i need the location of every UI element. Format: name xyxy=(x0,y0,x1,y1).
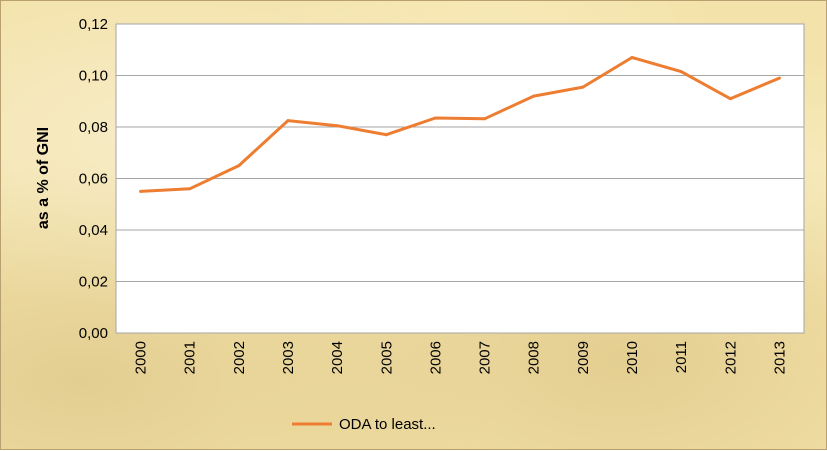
y-tick-label: 0,02 xyxy=(79,274,108,291)
y-tick-label: 0,08 xyxy=(79,119,108,136)
x-tick-label: 2011 xyxy=(673,341,690,373)
y-tick-label: 0,00 xyxy=(79,325,108,342)
x-tick-label: 2009 xyxy=(575,341,592,374)
x-tick-label: 2004 xyxy=(329,341,346,374)
legend-label: ODA to least... xyxy=(339,416,436,433)
data-point xyxy=(335,124,339,128)
y-tick-label: 0,12 xyxy=(79,16,108,33)
x-tick-label: 2013 xyxy=(771,341,788,374)
y-tick-label: 0,10 xyxy=(79,68,108,85)
x-tick-label: 2010 xyxy=(624,341,641,374)
data-point xyxy=(532,94,536,98)
series-line xyxy=(140,56,780,193)
y-tick-labels: 0,00 0,02 0,04 0,06 0,08 0,10 0,12 xyxy=(79,16,108,342)
data-point xyxy=(188,187,192,191)
y-tick-label: 0,06 xyxy=(79,171,108,188)
data-point xyxy=(728,97,732,101)
data-point xyxy=(433,116,437,120)
data-point xyxy=(581,85,585,89)
legend: ODA to least... xyxy=(292,416,436,433)
x-tick-label: 2012 xyxy=(722,341,739,374)
x-tick-label: 2000 xyxy=(133,341,150,374)
data-point xyxy=(237,164,241,168)
data-point xyxy=(630,55,634,59)
data-point xyxy=(384,133,388,137)
x-tick-label: 2008 xyxy=(526,341,543,374)
data-point xyxy=(777,76,781,80)
x-tick-label: 2002 xyxy=(231,341,248,374)
data-point xyxy=(483,117,487,121)
data-point xyxy=(679,70,683,74)
data-point xyxy=(286,119,290,123)
y-axis-title: as a % of GNI xyxy=(35,127,52,229)
x-tick-label: 2001 xyxy=(182,341,199,374)
x-tick-label: 2006 xyxy=(427,341,444,374)
data-point xyxy=(139,189,143,193)
series-group xyxy=(139,55,781,193)
y-tick-label: 0,04 xyxy=(79,222,108,239)
x-tick-labels: 2000 2001 2002 2003 2004 2005 2006 2007 2008 2009… xyxy=(133,341,789,374)
x-tick-label: 2005 xyxy=(378,341,395,374)
x-tick-label: 2007 xyxy=(477,341,494,374)
x-tick-label: 2003 xyxy=(280,341,297,374)
